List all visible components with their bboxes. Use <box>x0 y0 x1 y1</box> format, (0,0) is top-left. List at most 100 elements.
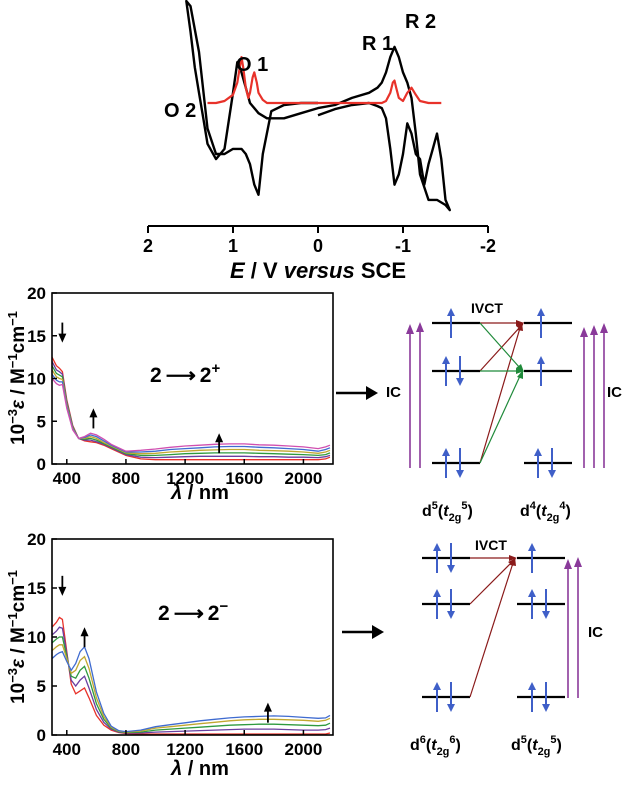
spectrum-reduction-annotation: 2 ⟶ 2− <box>158 598 228 625</box>
annotation-arrow: ⟶ <box>166 364 196 387</box>
spectrum-reduction-ticks: 400 800 1200 1600 2000 0 5 10 15 20 <box>27 530 322 759</box>
y-tick-label: 0 <box>37 726 46 745</box>
electron-down-head <box>447 704 455 712</box>
spectrum-series-line <box>51 644 331 733</box>
cv-xlabel-ital: versus <box>284 258 355 283</box>
trend-arrow-head <box>58 586 67 596</box>
electron-down-head <box>447 611 455 619</box>
cv-curve <box>185 0 451 212</box>
config-label-top-right: d4(t2g4) <box>520 500 571 524</box>
peak-label-r2: R 2 <box>405 11 436 33</box>
electron-up-head <box>528 682 536 690</box>
peak-label-o2: O 2 <box>164 100 196 122</box>
electron-up-head <box>537 308 545 316</box>
arrow-to-diagram-top <box>336 386 378 400</box>
cv-x-tick-label: -2 <box>480 236 496 256</box>
dpv-curve <box>207 56 442 105</box>
trend-arrow-head <box>89 408 98 418</box>
spectrum-series-line <box>51 378 331 452</box>
y-tick-label: 5 <box>37 412 46 431</box>
y-tick-label: 10 <box>27 628 46 647</box>
ylabel-mid2: cm <box>8 326 29 353</box>
trend-arrow-head <box>215 433 224 443</box>
ylabel-eps: ε <box>8 658 29 668</box>
ylabel-sup3: −1 <box>5 570 20 585</box>
ylabel-pre: 10 <box>8 424 29 445</box>
y-tick-label: 20 <box>27 284 46 303</box>
electrons-bottom <box>433 543 550 712</box>
x-tick-label: 2000 <box>285 740 323 759</box>
x-tick-label: 800 <box>112 740 140 759</box>
ic-label-top-left: IC <box>386 384 401 401</box>
electron-up-head <box>433 589 441 597</box>
ylabel-eps: ε <box>8 399 29 409</box>
spectrum-oxidation-ylabel: 10−3ε / M−1cm−1 <box>5 311 29 445</box>
electron-down-head <box>542 704 550 712</box>
ylabel-pre: 10 <box>8 683 29 704</box>
annotation-charge: + <box>211 360 220 377</box>
annotation-to: 2 <box>208 602 220 625</box>
annotation-arrow: ⟶ <box>174 602 204 625</box>
electron-up-head <box>528 543 536 551</box>
y-tick-label: 0 <box>37 455 46 474</box>
xlabel-lambda: λ <box>170 758 182 780</box>
spectrum-reduction-series <box>51 616 331 735</box>
ivct-label-bottom: IVCT <box>475 537 507 553</box>
spectrum-reduction-frame <box>51 538 334 736</box>
cv-x-tick-label: 1 <box>228 236 238 256</box>
cv-x-ticks: 2 1 0 -1 -2 <box>143 226 496 256</box>
arrow-to-diagram-bottom <box>342 625 384 639</box>
electron-down-head <box>456 470 464 478</box>
ic-label-bottom: IC <box>588 624 603 641</box>
electron-down-head <box>548 470 556 478</box>
cv-xlabel-main: E <box>230 258 246 283</box>
spectrum-oxidation-xlabel: λ / nm <box>170 482 229 504</box>
electron-up-head <box>433 543 441 551</box>
spectrum-oxidation-ticks: 400 800 1200 1600 2000 0 5 10 15 20 <box>27 284 322 488</box>
ic-arrows-top <box>406 322 608 468</box>
ylabel-sup: −3 <box>5 409 20 424</box>
annotation-charge: − <box>219 598 228 615</box>
ylabel-sup2: −1 <box>5 612 20 627</box>
ylabel-sup3: −1 <box>5 311 20 326</box>
xlabel-lambda: λ <box>170 482 182 504</box>
ylabel-mid: / M <box>8 368 29 400</box>
spectrum-oxidation-arrows <box>58 322 224 454</box>
annotation-from: 2 <box>150 364 162 387</box>
electron-up-head <box>442 448 450 456</box>
y-tick-label: 10 <box>27 370 46 389</box>
xlabel-unit: / nm <box>182 758 229 780</box>
electron-down-head <box>447 565 455 573</box>
x-tick-label: 1600 <box>225 469 263 488</box>
annotation-from: 2 <box>158 602 170 625</box>
ivct-arrows-top <box>479 320 524 464</box>
electron-up-head <box>537 356 545 364</box>
cv-xlabel-tail: SCE <box>355 258 406 283</box>
peak-label-o1: O 1 <box>236 54 268 76</box>
ic-label-top-right: IC <box>607 384 622 401</box>
y-tick-label: 15 <box>27 327 46 346</box>
ylabel-mid2: cm <box>8 585 29 612</box>
spectrum-series-line <box>51 645 331 733</box>
spectrum-reduction-xlabel: λ / nm <box>170 758 229 780</box>
y-tick-label: 5 <box>37 677 46 696</box>
config-label-top-left: d5(t2g5) <box>422 500 473 524</box>
y-tick-label: 20 <box>27 530 46 549</box>
electrons-top <box>442 308 556 478</box>
electron-down-head <box>542 611 550 619</box>
energy-diagram-top: IC IC IVCT d5(t2g5) <box>386 300 622 524</box>
x-tick-label: 400 <box>53 740 81 759</box>
electron-up-head <box>442 356 450 364</box>
electron-down-head <box>456 378 464 386</box>
peak-label-r1: R 1 <box>362 33 393 55</box>
ylabel-mid: / M <box>8 627 29 659</box>
cv-chart: 2 1 0 -1 -2 E / V versus SCE O 1 O 2 R 1 R 2 <box>143 0 496 283</box>
spectrum-oxidation-series <box>51 356 331 461</box>
cv-x-tick-label: 2 <box>143 236 153 256</box>
trend-arrow-head <box>263 702 272 712</box>
trend-arrow-head <box>80 627 89 637</box>
x-tick-label: 1200 <box>166 469 204 488</box>
x-tick-label: 2000 <box>285 469 323 488</box>
